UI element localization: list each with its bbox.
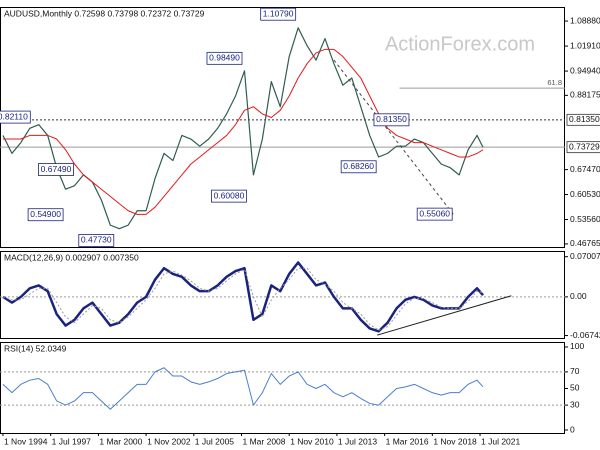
y-tick-label: 50 — [570, 383, 580, 393]
level-text: 61.8 — [547, 78, 562, 87]
annotation-box — [38, 163, 74, 176]
y-tick-label: 0.46765 — [570, 238, 600, 248]
annotation-box — [211, 189, 247, 203]
annotation-label: 0.54900 — [30, 209, 61, 219]
x-tick-label: 1 Nov 2018 — [433, 436, 477, 446]
x-tick-label: 1 Nov 1994 — [4, 436, 48, 446]
level-label: 0.73729 — [569, 141, 600, 151]
y-tick-label: 100 — [570, 341, 584, 351]
annotation-box — [206, 51, 243, 65]
y-tick-label: 70 — [570, 366, 580, 376]
annotation-label: 0.68260 — [343, 161, 374, 171]
x-tick-label: 1 Jul 2021 — [481, 436, 520, 446]
x-tick-label: 1 Nov 2010 — [290, 436, 334, 446]
annotation-label: 1.10790 — [263, 8, 294, 18]
series-line — [2, 267, 484, 331]
panel-title: AUDUSD,Monthly 0.72598 0.73798 0.72372 0… — [4, 8, 205, 18]
panel-border — [0, 251, 565, 339]
y-tick-label: 0.67470 — [570, 164, 600, 174]
watermark: ActionForex.com — [385, 33, 535, 55]
y-tick-label: -0.067423 — [570, 330, 600, 340]
annotation-box — [0, 110, 31, 124]
panel-title: RSI(14) 52.0349 — [4, 343, 67, 353]
y-tick-label: 1.08880 — [570, 15, 600, 25]
annotation-label: 0.67490 — [41, 164, 72, 174]
annotation-box — [373, 113, 410, 127]
title-bg — [2, 252, 141, 262]
y-tick-label: 0.00 — [570, 291, 587, 301]
y-tick-label: 0.88175 — [570, 90, 600, 100]
x-tick-label: 1 Mar 2000 — [99, 436, 142, 446]
y-tick-label: 0 — [570, 424, 575, 434]
x-tick-label: 1 Mar 2016 — [386, 436, 429, 446]
trend-line — [377, 295, 512, 336]
level-label-box — [566, 113, 600, 126]
x-tick-label: 1 Jul 2013 — [338, 436, 377, 446]
y-tick-label: 0.94940 — [570, 65, 600, 75]
y-tick-label: 0.53560 — [570, 214, 600, 224]
annotation-label: 0.60080 — [214, 190, 245, 200]
series-line — [2, 367, 484, 410]
annotation-box — [340, 160, 377, 174]
y-tick-label: 1.01910 — [570, 40, 600, 50]
annotation-box — [416, 207, 453, 221]
x-tick-label: 1 Jul 1997 — [52, 436, 91, 446]
series-line — [2, 261, 484, 333]
annotation-label: 0.47730 — [81, 235, 112, 245]
series-line — [2, 48, 484, 215]
level-label-box — [566, 141, 600, 154]
y-tick-label: 30 — [570, 399, 580, 409]
annotation-label: 0.81350 — [376, 114, 407, 124]
annotation-box — [260, 7, 297, 21]
title-bg — [2, 343, 69, 353]
annotation-label: 0.55060 — [419, 208, 450, 218]
annotation-box — [78, 234, 115, 247]
annotation-label: 0.98490 — [209, 53, 240, 63]
annotation-label: 0.82110 — [0, 111, 28, 121]
annotation-box — [27, 208, 64, 222]
x-tick-label: 1 Nov 2002 — [147, 436, 191, 446]
y-tick-label: 0.60530 — [570, 189, 600, 199]
panel-border — [0, 342, 565, 434]
x-tick-label: 1 Jul 2005 — [195, 436, 234, 446]
x-tick-label: 1 Mar 2008 — [243, 436, 286, 446]
level-label: 0.81350 — [569, 114, 600, 124]
panel-border — [0, 7, 565, 248]
title-bg — [2, 8, 207, 18]
panel-title: MACD(12,26,9) 0.002907 0.007350 — [4, 252, 139, 262]
y-tick-label: 0.070071 — [570, 251, 600, 261]
